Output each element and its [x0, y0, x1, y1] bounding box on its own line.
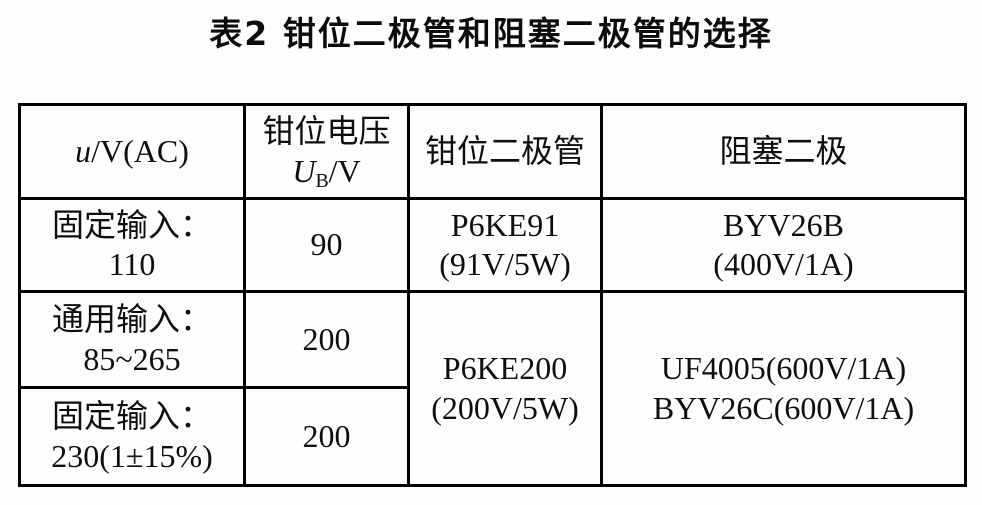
table-row-fixed-110: 固定输入： 110 90 P6KE91 (91V/5W) BYV26B (400…	[18, 197, 967, 293]
header-input-voltage: u/V(AC)	[18, 103, 246, 200]
cell-input-230: 固定输入： 230(1±15%)	[18, 386, 246, 487]
cell-input-85-265: 通用输入： 85~265	[18, 290, 246, 389]
diode-rating: (400V/1A)	[713, 246, 854, 282]
table-row-universal-85-265: 通用输入： 85~265 200 P6KE200 (200V/5W) UF400…	[18, 290, 967, 487]
ub-unit: /V	[328, 152, 361, 189]
clamp-voltage-symbol-line: UB/V	[248, 152, 405, 191]
cell-block-diode-byv26b: BYV26B (400V/1A)	[600, 197, 967, 293]
cell-clamp-voltage-200b: 200	[243, 386, 410, 487]
table-caption: 表2 钳位二极管和阻塞二极管的选择	[209, 14, 773, 53]
input-voltage-unit: /V(AC)	[91, 132, 189, 169]
cell-clamp-diode-p6ke91: P6KE91 (91V/5W)	[407, 197, 603, 293]
diode-rating: (91V/5W)	[439, 246, 571, 282]
diode-rating: (200V/5W)	[431, 389, 579, 426]
diode-model: P6KE200	[442, 350, 568, 387]
ub-subscript: B	[315, 169, 329, 192]
cell-clamp-voltage-90: 90	[243, 197, 410, 293]
clamp-voltage-label: 钳位电压	[262, 113, 391, 150]
input-type-label: 固定输入：	[51, 398, 212, 435]
input-value: 110	[108, 246, 156, 282]
input-value: 85~265	[83, 340, 181, 377]
input-value: 230(1±15%)	[51, 437, 213, 474]
ub-symbol: U	[292, 152, 316, 189]
diode-model-2: BYV26C(600V/1A)	[652, 389, 915, 426]
header-clamp-voltage: 钳位电压 UB/V	[243, 103, 410, 200]
header-row: u/V(AC) 钳位电压 UB/V 钳位二极管 阻塞二极	[18, 103, 967, 200]
u-symbol: u	[75, 132, 92, 169]
cell-clamp-diode-p6ke200-merged: P6KE200 (200V/5W)	[407, 290, 603, 487]
table-row-fixed-230: 固定输入： 230(1±15%) 200	[18, 386, 966, 487]
diode-model-1: UF4005(600V/1A)	[660, 350, 907, 387]
cell-input-110: 固定输入： 110	[18, 197, 246, 293]
diode-model: BYV26B	[723, 206, 844, 243]
cell-block-diode-uf4005-byv26c-merged: UF4005(600V/1A) BYV26C(600V/1A)	[600, 290, 967, 487]
header-block-diode: 阻塞二极	[600, 103, 967, 200]
header-clamp-diode: 钳位二极管	[407, 103, 603, 200]
diode-selection-table: u/V(AC) 钳位电压 UB/V 钳位二极管 阻塞二极 固定输入： 110 9…	[18, 103, 967, 487]
input-type-label: 固定输入：	[51, 206, 212, 243]
input-type-label: 通用输入：	[51, 301, 212, 338]
cell-clamp-voltage-200a: 200	[243, 290, 410, 389]
diode-model: P6KE91	[450, 206, 560, 243]
